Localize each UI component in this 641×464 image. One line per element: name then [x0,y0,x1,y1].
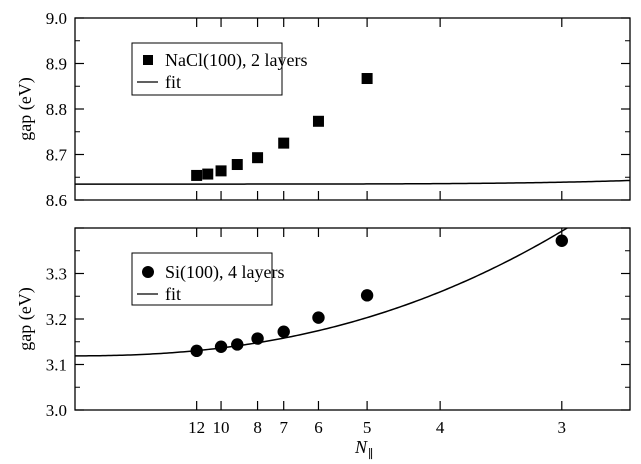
top-ylabel: gap (eV) [15,77,36,140]
top-legend: NaCl(100), 2 layers fit [131,42,307,96]
top-ytick-label: 9.0 [46,9,67,28]
bottom-legend-marker [142,266,154,278]
bottom-data-point [231,338,244,351]
xtick-label: 3 [558,418,567,437]
x-axis-title-sub: ∥ [368,447,374,461]
top-data-point [191,169,203,181]
top-data-point [278,137,290,149]
bottom-data-point [360,289,374,302]
top-data-point [312,115,324,127]
bottom-ytick-label: 3.0 [46,401,67,420]
xtick-label: 5 [363,418,372,437]
bottom-data-point [251,332,264,345]
bottom-legend: Si(100), 4 layers fit [131,252,284,306]
top-fit-curve [75,179,630,185]
xtick-label: 4 [436,418,445,437]
xtick-label: 7 [279,418,288,437]
bottom-ylabel: gap (eV) [15,287,36,350]
x-axis-title: N ∥ [354,437,374,461]
bottom-fit-curve [75,228,569,357]
top-ytick-label: 8.7 [46,146,68,165]
bottom-data-point [312,311,325,324]
plot-layer: 8.6 8.7 8.8 8.9 9.0 3.0 3.1 3.2 3.3 12 10 8 7 6 5 4 3 [46,9,630,437]
top-ytick-label: 8.9 [46,55,67,74]
top-data-point [215,165,227,177]
top-ytick-label: 8.8 [46,100,67,119]
bottom-legend-label-0: Si(100), 4 layers [165,262,284,283]
top-legend-box [131,42,283,96]
xtick-label: 10 [213,418,230,437]
top-legend-label-0: NaCl(100), 2 layers [165,50,307,71]
top-legend-marker [143,55,153,65]
bottom-data-point [277,325,290,338]
top-ytick-label: 8.6 [46,191,67,210]
bottom-ytick-label: 3.2 [46,310,67,329]
bottom-data-point [190,344,203,358]
xtick-label: 6 [314,418,323,437]
top-data-point [252,152,264,164]
xtick-label: 12 [188,418,205,437]
top-data-point [202,168,214,180]
top-data-point [361,73,373,85]
top-data-point [231,159,243,171]
bottom-legend-label-1: fit [165,284,181,304]
bottom-data-point [214,340,228,353]
x-axis-title-main: N [354,437,368,457]
top-legend-label-1: fit [165,72,181,92]
bottom-ytick-label: 3.1 [46,356,67,375]
bottom-data-point [555,234,568,247]
bottom-ytick-label: 3.3 [46,265,67,284]
bottom-legend-box [131,252,273,306]
xtick-label: 8 [253,418,262,437]
